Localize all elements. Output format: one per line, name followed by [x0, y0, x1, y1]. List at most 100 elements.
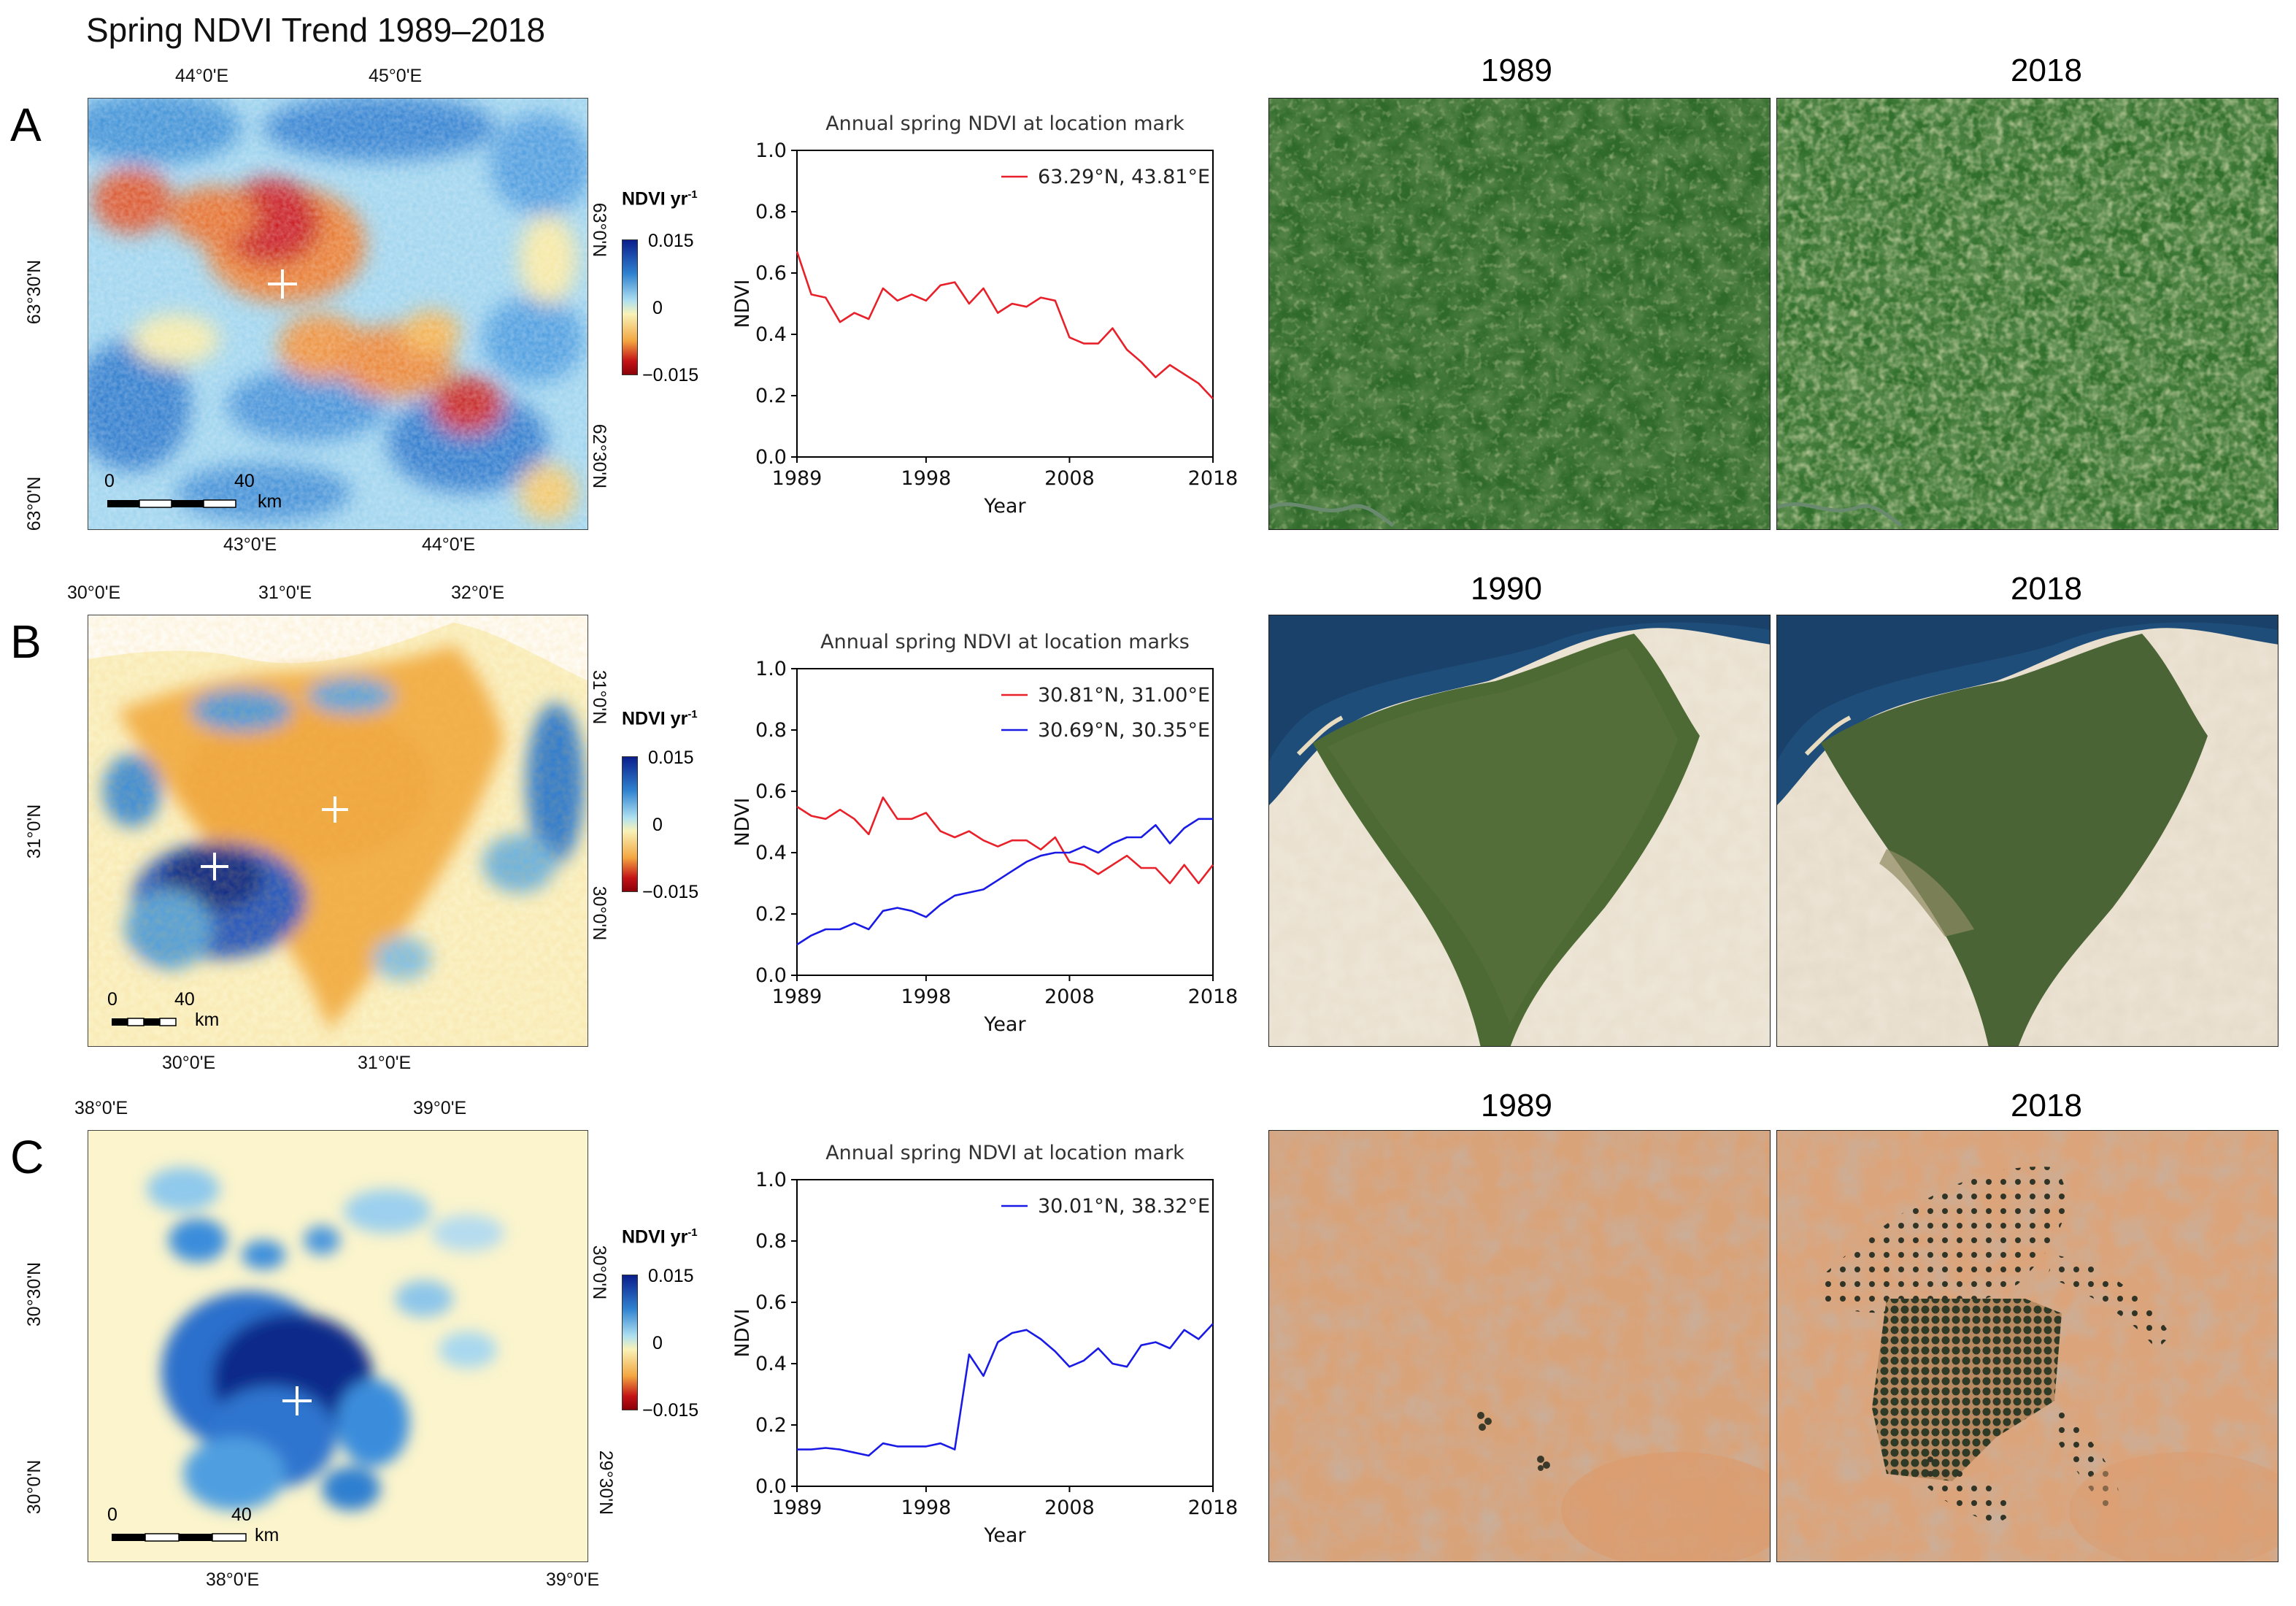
x-tick-label: 2018	[1188, 986, 1238, 1008]
y-axis-label: NDVI	[731, 1309, 754, 1358]
y-tick-label: 0.2	[755, 1414, 787, 1437]
y-tick-label: 0.2	[755, 903, 787, 926]
satellite-image-b-1990	[1268, 615, 1771, 1047]
plot-frame	[796, 1179, 1214, 1487]
ndvi-line-chart-c: Annual spring NDVI at location mark 0.0 0.…	[731, 1142, 1238, 1547]
bottom-tick-a-2: 44°0'E	[422, 534, 476, 555]
map-a-raster	[88, 99, 588, 529]
x-tick-label: 1998	[901, 986, 952, 1008]
x-tick-label: 1989	[772, 467, 823, 490]
x-tick-label: 2018	[1188, 467, 1238, 490]
location-mark-b-1	[322, 796, 348, 823]
y-tick-label: 0.0	[755, 446, 787, 469]
colorbar-min-a: −0.015	[642, 365, 699, 385]
y-tick-label: 0.6	[755, 262, 787, 285]
colorbar-title-b: NDVI yr-1	[622, 708, 698, 729]
x-tick-label: 2008	[1044, 467, 1095, 490]
series-line-2	[796, 818, 1213, 946]
x-axis-label: Year	[983, 1524, 1026, 1547]
satellite-image-c-1989	[1268, 1130, 1771, 1562]
x-tick-label: 2008	[1044, 986, 1095, 1008]
sat-year-b-left: 1990	[1471, 571, 1542, 607]
ndvi-line-chart-b: Annual spring NDVI at location marks 0.0 0…	[731, 631, 1238, 1036]
map-b-raster	[88, 615, 588, 1046]
colorbar-title-c: NDVI yr-1	[622, 1226, 698, 1248]
colorbar-mid-b: 0	[652, 815, 663, 835]
y-tick-label: 0.0	[755, 1475, 787, 1498]
scale-forty-b: 40	[174, 989, 195, 1010]
chart-title: Annual spring NDVI at location marks	[820, 631, 1190, 653]
x-tick-label: 1998	[901, 1496, 952, 1519]
satellite-image-c-2018	[1776, 1130, 2278, 1562]
satellite-image-a-2018	[1776, 98, 2278, 530]
scale-zero-b: 0	[107, 989, 118, 1010]
y-tick-label: 0.6	[755, 780, 787, 803]
sat-year-a-right: 2018	[2011, 53, 2082, 88]
y-tick-label: 0.8	[755, 201, 787, 223]
colorbar-a	[622, 239, 638, 375]
colorbar-mid-c: 0	[652, 1333, 663, 1353]
scale-forty-c: 40	[231, 1505, 252, 1525]
top-tick-a-2: 45°0'E	[369, 66, 423, 86]
ndvi-trend-map-a: 0 40 km	[88, 98, 588, 530]
ndvi-trend-map-b: 0 40 km	[88, 615, 588, 1047]
plot-frame	[796, 150, 1214, 458]
scale-unit-a: km	[258, 491, 282, 512]
left-tick-a-1: 63°30'N	[24, 259, 45, 325]
y-axis-label: NDVI	[731, 798, 754, 847]
location-mark-c	[282, 1386, 312, 1415]
series-line-1	[795, 251, 1214, 400]
top-tick-b-2: 31°0'E	[258, 583, 312, 603]
map-c-raster	[88, 1131, 588, 1561]
left-tick-a-2: 63°0'N	[24, 476, 45, 531]
legend-label-2: 30.69°N, 30.35°E	[1038, 719, 1210, 742]
colorbar-c	[622, 1275, 638, 1410]
y-tick-label: 0.8	[755, 1230, 787, 1253]
sat-year-c-right: 2018	[2011, 1088, 2082, 1123]
figure-title: Spring NDVI Trend 1989–2018	[86, 11, 546, 49]
y-tick-label: 0.4	[755, 323, 787, 346]
colorbar-b	[622, 756, 638, 892]
x-tick-label: 2008	[1044, 1496, 1095, 1519]
colorbar-min-b: −0.015	[642, 882, 699, 902]
legend-label-1: 63.29°N, 43.81°E	[1038, 166, 1210, 188]
colorbar-title-a: NDVI yr-1	[622, 188, 698, 210]
left-tick-c-1: 30°30'N	[24, 1261, 45, 1327]
series-line-1	[796, 796, 1214, 885]
scale-bar-a	[107, 499, 236, 508]
right-tick-c-2: 29°30'N	[596, 1450, 616, 1515]
scale-unit-b: km	[195, 1010, 220, 1030]
colorbar-max-a: 0.015	[648, 231, 694, 251]
scale-zero-a: 0	[104, 471, 115, 491]
colorbar-mid-a: 0	[652, 298, 663, 318]
top-tick-a-1: 44°0'E	[175, 66, 229, 86]
left-tick-c-2: 30°0'N	[24, 1459, 45, 1515]
right-tick-b-2: 30°0'N	[589, 885, 609, 941]
sat-year-b-right: 2018	[2011, 571, 2082, 607]
location-mark-a	[268, 269, 297, 299]
ndvi-line-chart-a: Annual spring NDVI at location mark 0.0 0.…	[731, 112, 1238, 518]
top-tick-c-1: 38°0'E	[74, 1098, 128, 1118]
legend-label-1: 30.01°N, 38.32°E	[1038, 1195, 1210, 1218]
right-tick-a-1: 63°0'N	[589, 202, 609, 258]
y-tick-label: 0.4	[755, 842, 787, 864]
scale-bar-b	[112, 1018, 177, 1026]
y-axis-label: NDVI	[731, 280, 754, 328]
ndvi-trend-map-c: 0 40 km	[88, 1130, 588, 1562]
plot-frame	[796, 668, 1214, 976]
y-tick-label: 1.0	[755, 1169, 787, 1191]
location-mark-b-2	[201, 853, 228, 880]
colorbar-min-c: −0.015	[642, 1400, 699, 1421]
y-tick-label: 0.4	[755, 1353, 787, 1375]
right-tick-b-1: 31°0'N	[589, 669, 609, 725]
x-tick-label: 1998	[901, 467, 952, 490]
scale-forty-a: 40	[234, 471, 255, 491]
y-tick-label: 1.0	[755, 139, 787, 162]
y-tick-label: 0.0	[755, 964, 787, 987]
chart-title: Annual spring NDVI at location mark	[825, 1142, 1184, 1164]
panel-label-c: C	[10, 1131, 45, 1183]
top-tick-b-1: 30°0'E	[67, 583, 121, 603]
colorbar-max-b: 0.015	[648, 748, 694, 768]
right-tick-c-1: 30°0'N	[589, 1245, 609, 1300]
scale-zero-c: 0	[107, 1505, 118, 1525]
